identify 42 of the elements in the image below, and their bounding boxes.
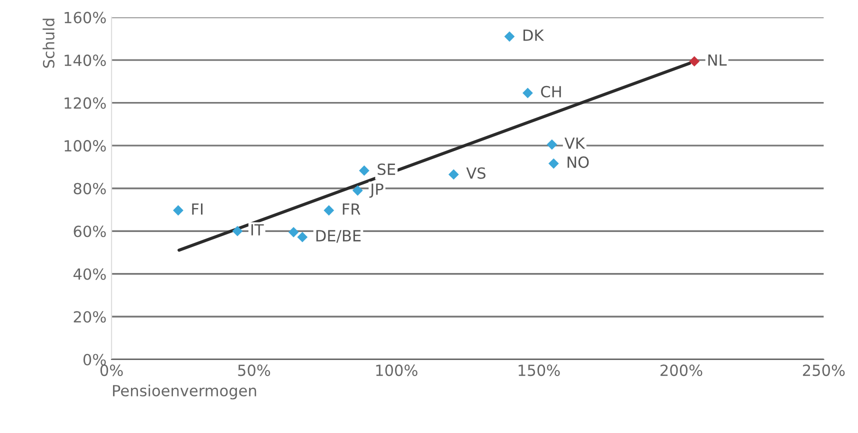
annotation: FR xyxy=(342,203,360,215)
point xyxy=(546,139,558,150)
point xyxy=(359,165,370,176)
y-tick-label: 20% xyxy=(74,311,106,323)
x-tick-label: 150% xyxy=(518,364,560,376)
y-tick-label: 60% xyxy=(74,226,106,238)
x-tick-label: 50% xyxy=(238,364,270,376)
point xyxy=(288,226,299,238)
annotation: SE xyxy=(378,163,396,176)
x-axis-title: Pensioenvermogen xyxy=(113,384,256,400)
point xyxy=(522,88,533,98)
point xyxy=(173,205,184,216)
point xyxy=(352,185,363,196)
point xyxy=(297,232,308,242)
point xyxy=(548,158,559,169)
y-tick-label: 0% xyxy=(83,354,106,366)
y-tick-label: 80% xyxy=(74,182,106,194)
x-tick-label: 200% xyxy=(660,364,702,376)
point xyxy=(232,226,243,236)
annotation: FI xyxy=(192,203,202,215)
y-tick-label: 100% xyxy=(64,140,106,152)
annotation: JP xyxy=(369,184,384,198)
annotation: DK xyxy=(523,30,544,41)
y-tick-label: 40% xyxy=(73,268,106,280)
annotation: CH xyxy=(541,86,561,98)
annotation: IT xyxy=(251,224,264,236)
y-tick-label: 160% xyxy=(64,12,106,24)
x-tick-label: 100% xyxy=(376,364,418,376)
y-tick-label: 120% xyxy=(64,97,106,109)
annotation: NO xyxy=(568,156,589,168)
annotation: VS xyxy=(466,167,486,179)
x-tick-label: 250% xyxy=(802,364,845,376)
annotation: VK xyxy=(564,138,586,149)
point xyxy=(504,31,515,42)
point xyxy=(324,205,334,216)
point xyxy=(689,56,700,67)
point xyxy=(448,169,459,180)
annotation: NL xyxy=(708,54,727,66)
annotation: DE/BE xyxy=(316,230,361,243)
y-tick-label: 140% xyxy=(64,54,106,66)
y-axis-title: Schuld xyxy=(42,18,54,68)
x-tick-label: 0% xyxy=(100,364,123,376)
